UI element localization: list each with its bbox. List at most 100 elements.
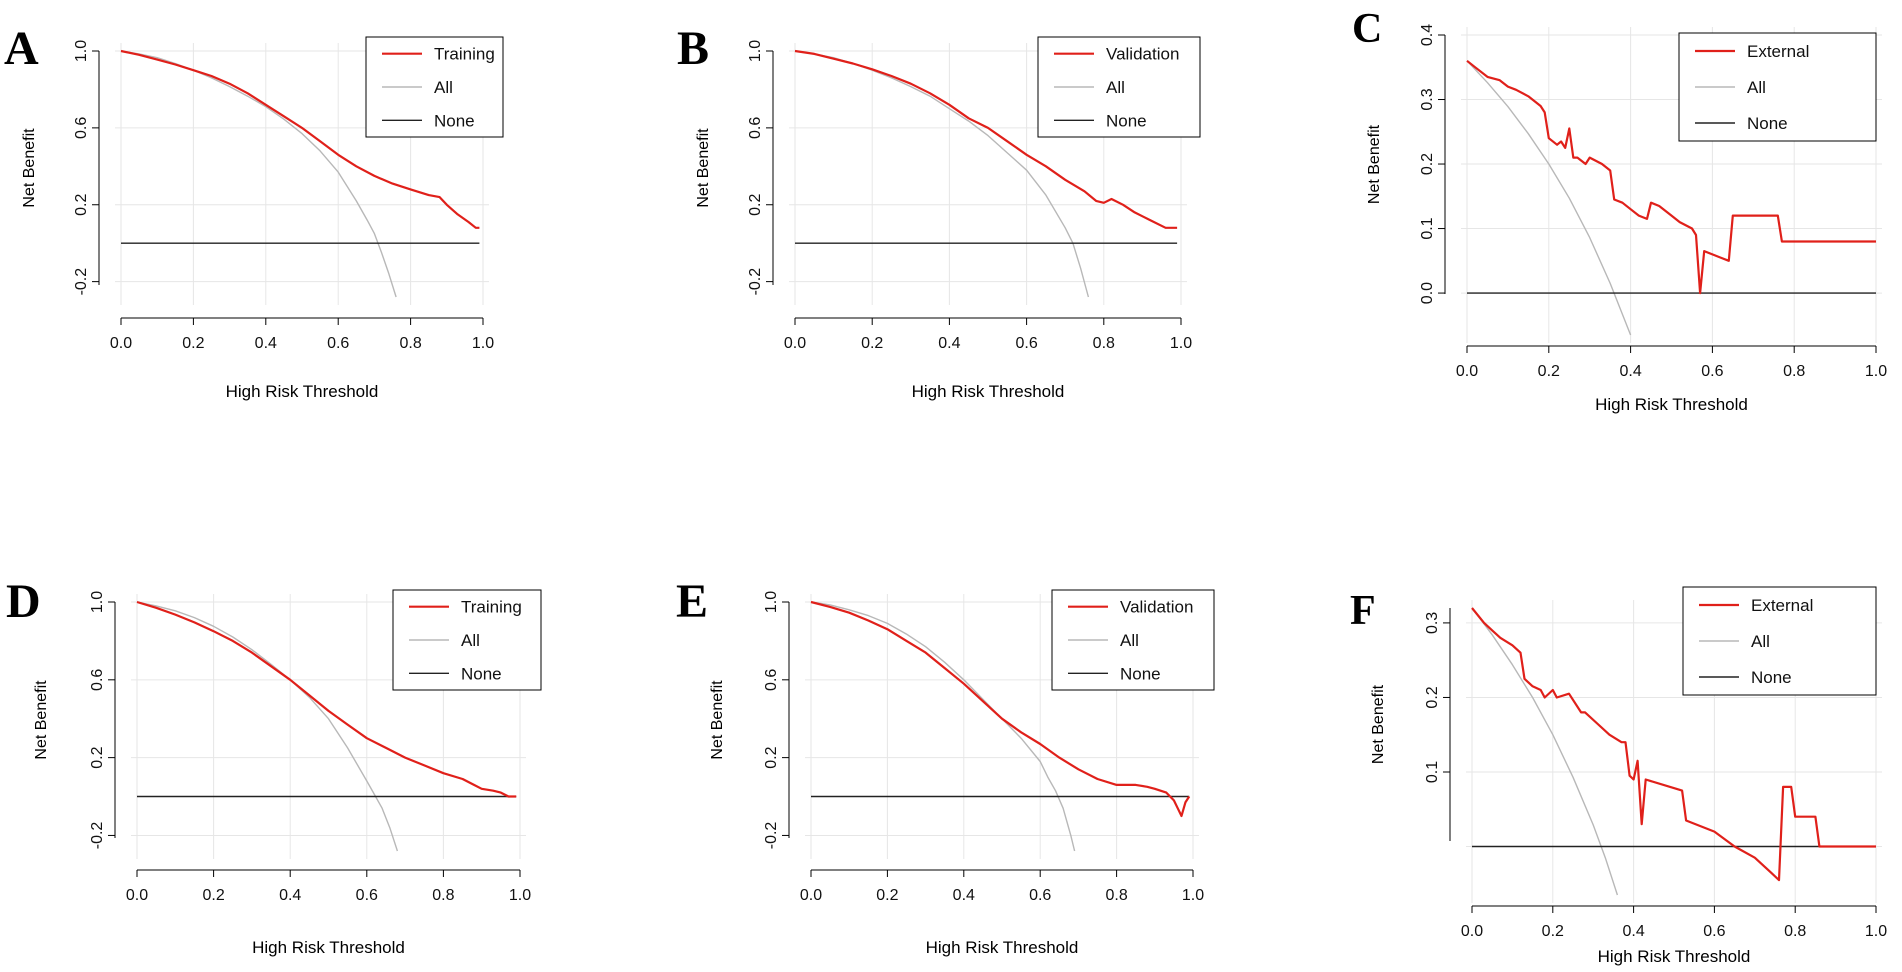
legend-label-training: Training bbox=[461, 598, 522, 617]
x-tick-label: 1.0 bbox=[509, 887, 531, 904]
legend: Validation All None bbox=[1037, 36, 1201, 138]
x-tick-label: 1.0 bbox=[1182, 887, 1204, 904]
y-tick-label: -0.2 bbox=[89, 822, 106, 850]
panel-f: F 0.1 0.2 0.3 0.0 0.2 0.4 0.6 0.8 1.0 High Risk … bbox=[1350, 586, 1887, 966]
x-axis-title: High Risk Threshold bbox=[1595, 395, 1748, 414]
series bbox=[120, 49, 480, 298]
y-tick-label: 1.0 bbox=[73, 40, 90, 62]
axes: -0.2 0.2 0.6 1.0 0.0 0.2 0.4 0.6 0.8 1.0 bbox=[747, 40, 1192, 352]
y-tick-label: 1.0 bbox=[747, 40, 764, 62]
panel-letter: A bbox=[4, 22, 39, 75]
x-tick-label: 1.0 bbox=[1170, 335, 1192, 352]
legend-label-validation: Validation bbox=[1120, 598, 1193, 617]
series bbox=[794, 49, 1178, 298]
y-tick-label: 0.4 bbox=[1419, 24, 1436, 46]
legend-label-all: All bbox=[1747, 78, 1766, 97]
y-tick-label: 0.6 bbox=[73, 117, 90, 139]
x-axis-title: High Risk Threshold bbox=[226, 382, 379, 401]
x-tick-label: 0.6 bbox=[1029, 887, 1051, 904]
x-tick-label: 0.6 bbox=[356, 887, 378, 904]
y-tick-label: 0.0 bbox=[1419, 282, 1436, 304]
x-tick-label: 0.8 bbox=[399, 335, 421, 352]
x-axis-title: High Risk Threshold bbox=[912, 382, 1065, 401]
legend-label-all: All bbox=[1120, 631, 1139, 650]
y-tick-label: -0.2 bbox=[73, 268, 90, 296]
x-tick-label: 1.0 bbox=[1865, 923, 1887, 940]
series-line-all bbox=[1466, 60, 1632, 336]
legend-label-external: External bbox=[1747, 42, 1809, 61]
x-tick-label: 0.0 bbox=[126, 887, 148, 904]
series-line-training bbox=[120, 49, 480, 229]
x-axis-title: High Risk Threshold bbox=[926, 938, 1079, 957]
x-tick-label: 0.8 bbox=[1784, 923, 1806, 940]
y-axis-title: Net Benefit bbox=[21, 128, 38, 208]
legend-label-all: All bbox=[461, 631, 480, 650]
series-line-external bbox=[1466, 59, 1876, 295]
x-tick-label: 0.4 bbox=[279, 887, 301, 904]
y-tick-label: 0.6 bbox=[89, 669, 106, 691]
legend-label-all: All bbox=[1106, 78, 1125, 97]
legend-label-all: All bbox=[434, 78, 453, 97]
x-tick-label: 0.6 bbox=[1703, 923, 1725, 940]
y-tick-label: 0.2 bbox=[763, 746, 780, 768]
series bbox=[1471, 607, 1876, 896]
y-tick-label: -0.2 bbox=[747, 268, 764, 296]
y-tick-label: 0.6 bbox=[763, 669, 780, 691]
x-tick-label: 0.0 bbox=[784, 335, 806, 352]
legend-label-training: Training bbox=[434, 45, 495, 64]
series-line-external bbox=[1471, 607, 1876, 882]
legend-label-external: External bbox=[1751, 596, 1813, 615]
x-axis-title: High Risk Threshold bbox=[1598, 947, 1751, 966]
series bbox=[1466, 59, 1876, 336]
y-tick-label: 0.1 bbox=[1419, 217, 1436, 239]
y-tick-label: 0.6 bbox=[747, 117, 764, 139]
x-tick-label: 0.0 bbox=[1461, 923, 1483, 940]
series-line-all bbox=[1471, 607, 1619, 896]
legend-label-none: None bbox=[434, 111, 475, 130]
series-line-training bbox=[136, 600, 517, 798]
y-tick-label: 0.2 bbox=[1419, 153, 1436, 175]
y-tick-label: 0.1 bbox=[1424, 761, 1441, 783]
series-line-validation bbox=[810, 600, 1191, 818]
series-line-all bbox=[136, 601, 399, 852]
y-tick-label: 0.2 bbox=[73, 194, 90, 216]
panel-letter: B bbox=[677, 22, 709, 75]
x-tick-label: 0.8 bbox=[1783, 363, 1805, 380]
panel-a: A -0.2 0.2 0.6 1.0 0.0 0.2 0.4 0.6 0.8 1.0 High R… bbox=[4, 22, 504, 401]
legend-label-none: None bbox=[1751, 668, 1792, 687]
axes: -0.2 0.2 0.6 1.0 0.0 0.2 0.4 0.6 0.8 1.0 bbox=[73, 40, 494, 352]
legend: Validation All None bbox=[1051, 589, 1215, 691]
panel-letter: D bbox=[6, 575, 41, 628]
y-tick-label: 0.3 bbox=[1424, 612, 1441, 634]
legend-label-none: None bbox=[1120, 664, 1161, 683]
x-tick-label: 0.4 bbox=[938, 335, 960, 352]
y-axis-title: Net Benefit bbox=[33, 680, 50, 760]
x-tick-label: 0.2 bbox=[861, 335, 883, 352]
x-tick-label: 0.8 bbox=[1105, 887, 1127, 904]
y-tick-label: 1.0 bbox=[89, 591, 106, 613]
panel-b: B -0.2 0.2 0.6 1.0 0.0 0.2 0.4 0.6 0.8 1.0 High R… bbox=[677, 22, 1201, 401]
legend: External All None bbox=[1682, 586, 1877, 696]
y-tick-label: 0.3 bbox=[1419, 88, 1436, 110]
x-tick-label: 0.8 bbox=[1093, 335, 1115, 352]
legend-label-none: None bbox=[1106, 111, 1147, 130]
x-tick-label: 0.4 bbox=[1622, 923, 1644, 940]
series-line-validation bbox=[794, 49, 1178, 229]
series bbox=[136, 600, 517, 852]
y-tick-label: 0.2 bbox=[747, 194, 764, 216]
legend-label-none: None bbox=[1747, 114, 1788, 133]
legend: External All None bbox=[1678, 32, 1877, 142]
panel-d: D -0.2 0.2 0.6 1.0 0.0 0.2 0.4 0.6 0.8 1.0 High R… bbox=[6, 575, 542, 957]
x-tick-label: 0.4 bbox=[953, 887, 975, 904]
axes: 0.0 0.1 0.2 0.3 0.4 0.0 0.2 0.4 0.6 0.8 1.0 bbox=[1419, 24, 1887, 380]
x-tick-label: 0.4 bbox=[255, 335, 277, 352]
x-tick-label: 1.0 bbox=[1865, 363, 1887, 380]
x-tick-label: 0.6 bbox=[327, 335, 349, 352]
x-tick-label: 1.0 bbox=[472, 335, 494, 352]
y-tick-label: -0.2 bbox=[763, 822, 780, 850]
y-tick-label: 0.2 bbox=[89, 746, 106, 768]
legend: Training All None bbox=[392, 589, 542, 691]
grid bbox=[131, 594, 526, 859]
legend-label-validation: Validation bbox=[1106, 45, 1179, 64]
